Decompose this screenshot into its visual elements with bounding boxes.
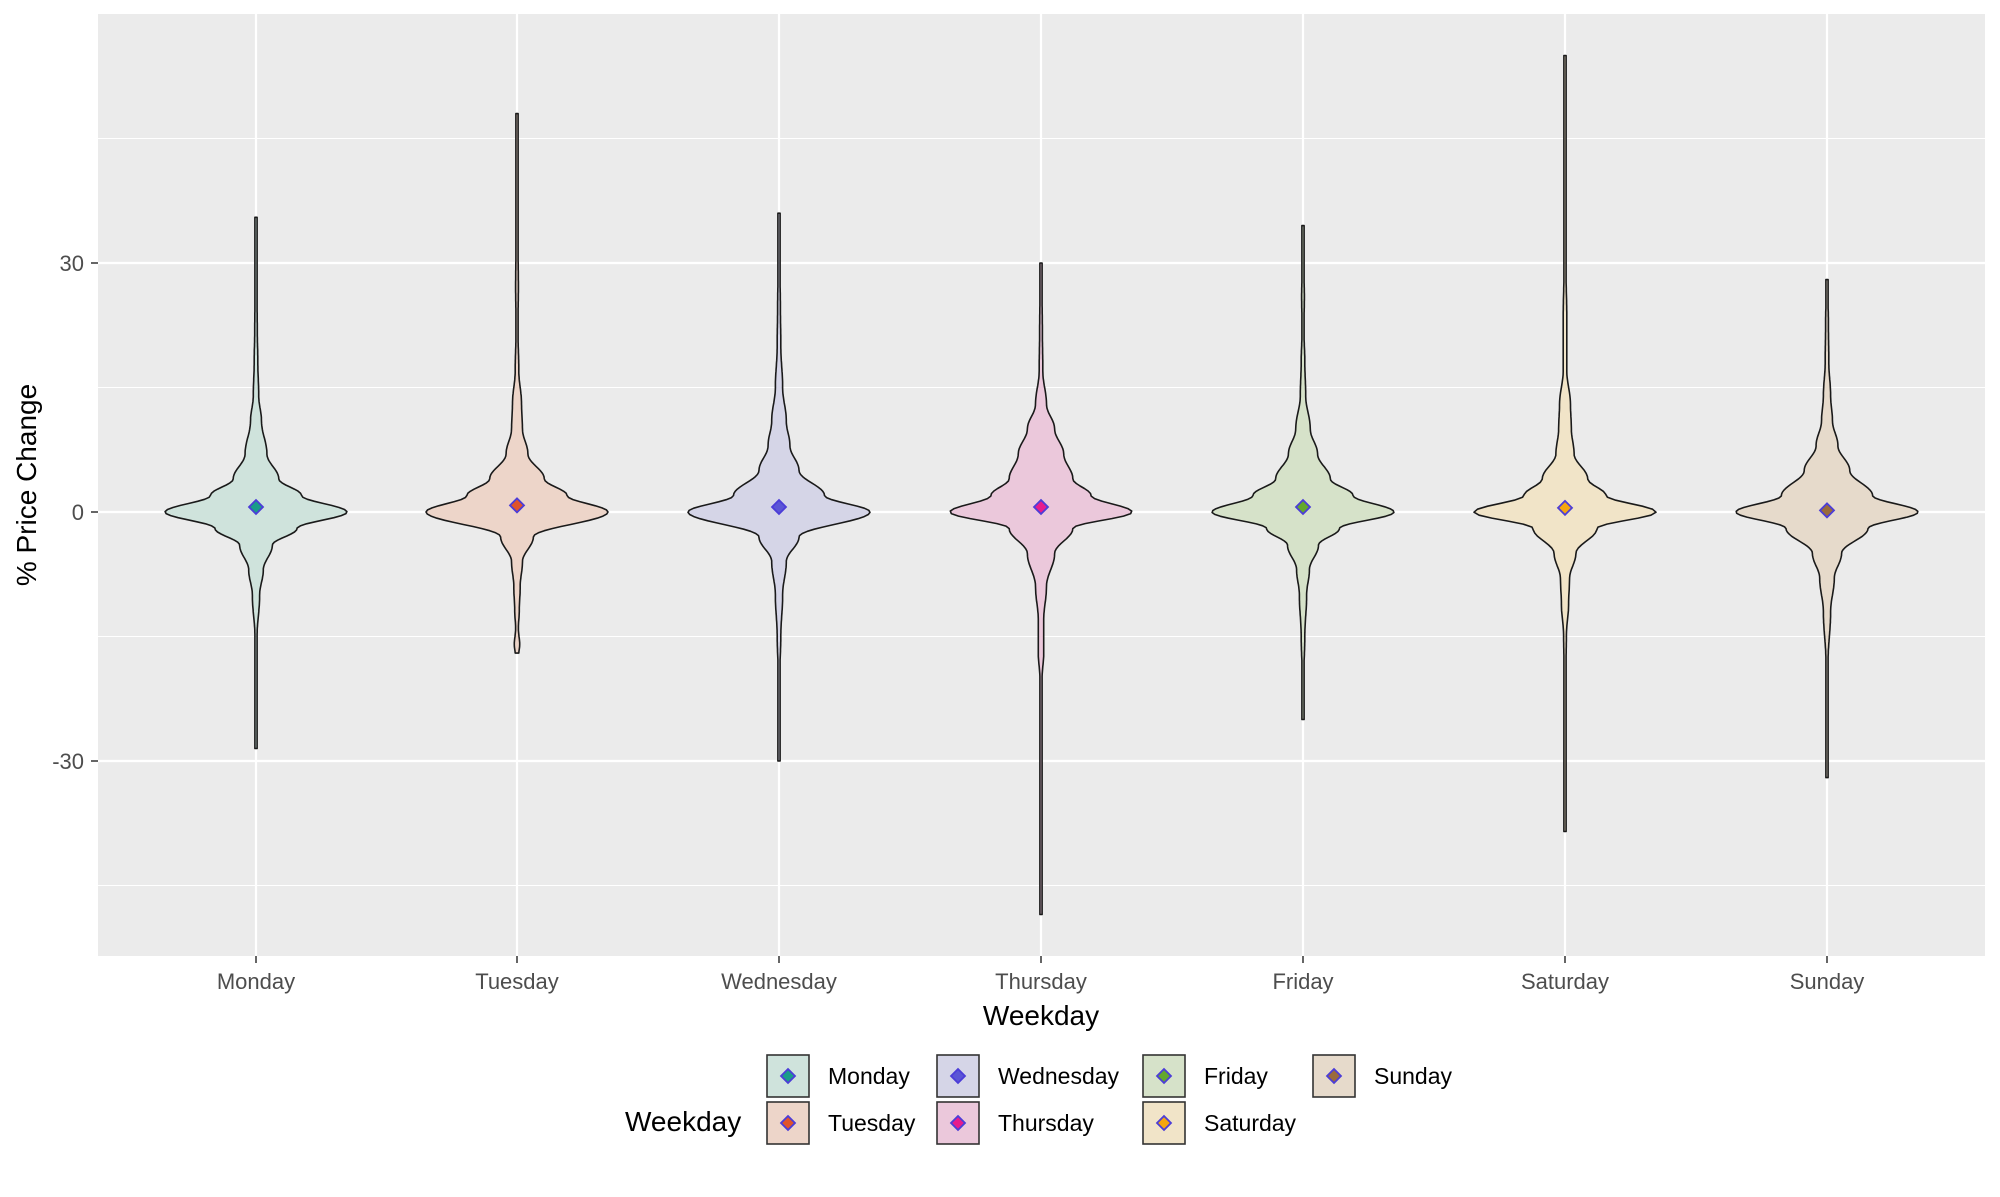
legend-key [766,1054,810,1098]
x-tick-label: Wednesday [721,969,837,994]
violin-body [1211,224,1395,721]
mean-point [1294,498,1312,516]
y-axis-title: % Price Change [11,384,42,586]
x-tick-label: Thursday [995,969,1087,994]
legend-key-point [1325,1067,1343,1085]
violin-body [164,216,348,750]
legend-key-point [779,1114,797,1132]
mean-point [1818,502,1836,519]
legend-item-sunday: Sunday [1312,1054,1453,1098]
legend-item-tuesday: Tuesday [766,1101,916,1145]
legend-item-wednesday: Wednesday [936,1054,1120,1098]
violin-tuesday [425,112,609,654]
legend-label: Monday [828,1063,910,1089]
x-tick-label: Tuesday [475,969,559,994]
violin-sunday [1735,278,1919,779]
y-tick-label: 30 [60,251,84,276]
legend-label: Wednesday [998,1063,1120,1089]
y-tick-label: -30 [52,749,84,774]
mean-point [247,498,265,516]
violin-body [1473,54,1657,833]
x-tick-label: Sunday [1790,969,1865,994]
x-axis-title: Weekday [983,1000,1099,1031]
legend-label: Thursday [998,1110,1094,1136]
legend-item-monday: Monday [766,1054,910,1098]
x-tick-label: Saturday [1521,969,1609,994]
x-tick-label: Friday [1272,969,1333,994]
violin-body [425,112,609,654]
mean-point [508,497,526,514]
legend-label: Saturday [1204,1110,1297,1136]
y-axis: -30 0 30 [52,251,98,774]
x-tick-label: Monday [217,969,295,994]
legend-item-friday: Friday [1142,1054,1268,1098]
violins [164,54,1919,916]
mean-point [1556,499,1574,517]
violin-body [949,262,1133,916]
legend-label: Sunday [1374,1063,1453,1089]
violin-wednesday [687,212,871,762]
violin-body [687,212,871,762]
legend-title: Weekday [625,1106,741,1137]
legend-item-thursday: Thursday [936,1101,1094,1145]
mean-point [770,498,788,516]
violin-monday [164,216,348,750]
legend-key-point [779,1067,797,1085]
x-axis: Monday Tuesday Wednesday Thursday Friday Satu… [217,956,1864,994]
y-tick-label: 0 [72,500,84,525]
violin-body [1735,278,1919,779]
legend-key-point [1155,1067,1173,1085]
legend-key-point [1155,1114,1173,1132]
mean-point [1032,498,1050,516]
legend-item-saturday: Saturday [1142,1101,1297,1145]
legend-label: Friday [1204,1063,1268,1089]
violin-friday [1211,224,1395,721]
legend-key-point [949,1067,967,1085]
legend: Weekday Monday Tuesday Wednesday Thursday Fr… [625,1054,1453,1145]
violin-thursday [949,262,1133,916]
legend-key-point [949,1114,967,1132]
violin-saturday [1473,54,1657,833]
legend-label: Tuesday [828,1110,916,1136]
